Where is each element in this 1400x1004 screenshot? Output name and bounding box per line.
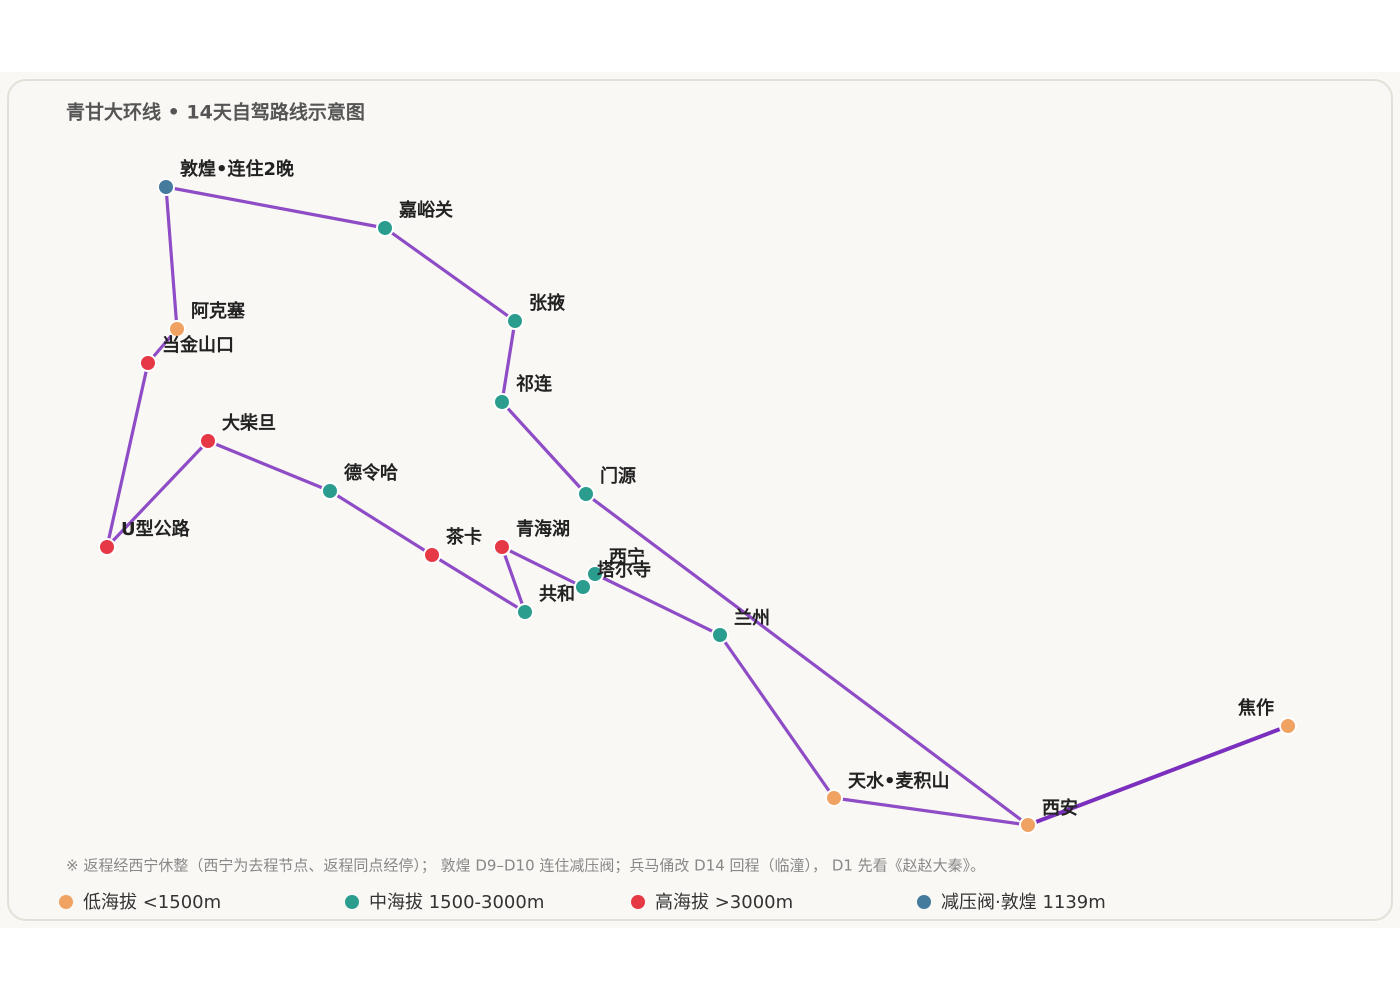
- node: [825, 789, 843, 807]
- node: [506, 312, 524, 330]
- node: [493, 393, 511, 411]
- route-segment: [500, 545, 527, 614]
- legend-marker: [59, 895, 73, 909]
- card: [7, 79, 1393, 921]
- route-segment: [593, 572, 722, 637]
- node-label: 茶卡: [446, 526, 482, 548]
- legend-label: 中海拔 1500-3000m: [369, 892, 544, 913]
- route-segment: [832, 796, 1030, 827]
- node: [1279, 717, 1297, 735]
- node-label: 青海湖: [516, 518, 570, 540]
- node: [1019, 816, 1037, 834]
- node-label: 兰州: [734, 607, 770, 629]
- route-segment: [105, 439, 210, 549]
- route-segment: [105, 361, 150, 549]
- node-label: 嘉峪关: [398, 199, 453, 221]
- node: [139, 354, 157, 372]
- route-segment: [1026, 724, 1290, 827]
- node-label: 塔尔寺: [597, 559, 651, 581]
- node: [574, 578, 592, 596]
- route-segment: [500, 319, 517, 404]
- node-label: 张掖: [529, 292, 565, 314]
- node: [493, 538, 511, 556]
- node-label: 焦作: [1237, 697, 1274, 719]
- legend-label: 低海拔 <1500m: [83, 892, 221, 913]
- legend-marker: [917, 895, 931, 909]
- legend-label: 高海拔 >3000m: [655, 892, 793, 913]
- node-label: 天水•麦积山: [848, 770, 950, 792]
- route-segment: [430, 553, 527, 614]
- note: ※ 返程经西宁休整（西宁为去程节点、返程同点经停）； 敦煌 D9–D10 连住减…: [66, 857, 985, 875]
- node-label: 共和: [539, 584, 575, 605]
- node-label: 敦煌•连住2晚: [180, 158, 294, 180]
- node-label: 当金山口: [162, 334, 234, 356]
- route-segment: [206, 439, 332, 493]
- route-segment: [500, 400, 588, 496]
- route-segment: [584, 492, 1030, 827]
- node: [711, 626, 729, 644]
- legend-marker: [345, 895, 359, 909]
- route-segment: [383, 226, 517, 323]
- node: [423, 546, 441, 564]
- node-label: 门源: [600, 465, 636, 487]
- node: [199, 432, 217, 450]
- node: [586, 565, 604, 583]
- node: [376, 219, 394, 237]
- route-segment: [500, 545, 585, 589]
- node: [516, 603, 534, 621]
- node: [321, 482, 339, 500]
- node: [168, 320, 186, 338]
- node-label: 德令哈: [344, 462, 398, 484]
- legend-label: 减压阀·敦煌 1139m: [941, 892, 1106, 913]
- node-label: 西宁: [609, 546, 645, 568]
- node-label: 大柴旦: [222, 412, 276, 434]
- legend-marker: [631, 895, 645, 909]
- node: [98, 538, 116, 556]
- title: 青甘大环线 • 14天自驾路线示意图: [66, 101, 365, 124]
- route-segment: [328, 489, 434, 557]
- node: [577, 485, 595, 503]
- node-label: 祁连: [516, 373, 553, 395]
- node-label: 西安: [1042, 797, 1078, 819]
- node-label: U型公路: [121, 518, 191, 540]
- route-segment: [164, 185, 179, 331]
- node: [157, 178, 175, 196]
- route-segment: [718, 633, 836, 800]
- node-label: 阿克塞: [191, 300, 246, 322]
- route-segment: [164, 185, 387, 230]
